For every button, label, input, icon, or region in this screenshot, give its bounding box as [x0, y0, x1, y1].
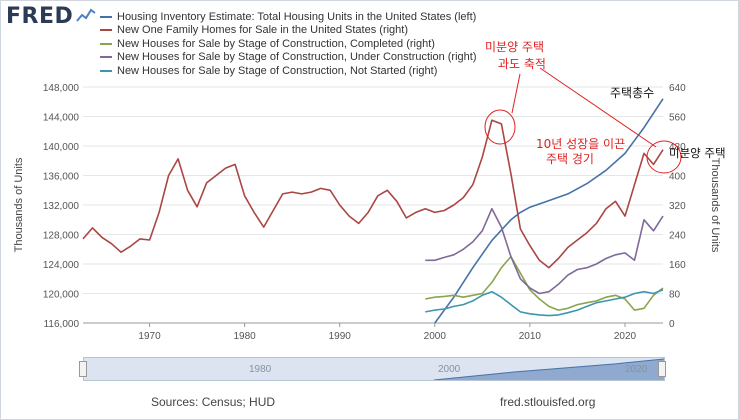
x-tick-label: 2010: [519, 331, 542, 342]
x-tick-label: 1970: [138, 331, 161, 342]
annotations: 미분양 주택 과도 축적 주택총수 10년 성장을 이끈 주택 경기 미분양 주…: [484, 40, 726, 174]
right-tick-label: 80: [669, 290, 681, 301]
series-group: [82, 98, 664, 324]
series-line-4: [425, 289, 664, 317]
left-tick-label: 136,000: [43, 172, 80, 183]
legend-swatch: [100, 42, 112, 45]
x-tick-label: 2000: [424, 331, 447, 342]
left-tick-label: 144,000: [43, 113, 80, 124]
fred-logo[interactable]: FRED: [6, 4, 74, 29]
left-tick-label: 116,000: [44, 319, 80, 330]
right-tick-label: 400: [669, 172, 686, 183]
navigator-line: [433, 358, 664, 380]
navigator-label-2000: 2000: [438, 364, 461, 375]
legend-swatch: [100, 15, 112, 18]
left-tick-label: 140,000: [43, 142, 80, 153]
navigator-handle-left[interactable]: [79, 361, 87, 377]
legend-item-new-homes[interactable]: New One Family Homes for Sale in the Uni…: [100, 24, 477, 38]
left-axis-ticks: 116,000 120,000 124,000 128,000 132,000 136,0…: [43, 83, 80, 330]
annotation-right-label: 미분양 주택: [669, 146, 726, 160]
left-tick-label: 120,000: [43, 290, 80, 301]
left-tick-label: 148,000: [43, 83, 80, 94]
legend-label: New Houses for Sale by Stage of Construc…: [117, 37, 435, 50]
legend-label: New Houses for Sale by Stage of Construc…: [117, 64, 438, 77]
legend-label: Housing Inventory Estimate: Total Housin…: [117, 10, 477, 23]
legend-item-total-units[interactable]: Housing Inventory Estimate: Total Housin…: [100, 10, 477, 24]
annotation-peak-line1: 미분양 주택: [485, 40, 544, 54]
source-site-link[interactable]: fred.stlouisfed.org: [500, 395, 596, 409]
chart-legend: Housing Inventory Estimate: Total Housin…: [100, 10, 477, 78]
navigator-label-2020: 2020: [625, 364, 648, 375]
left-axis-label: Thousands of Units: [13, 157, 25, 252]
legend-swatch: [100, 29, 112, 32]
right-tick-label: 640: [669, 83, 686, 94]
series-line-1: [82, 119, 664, 269]
x-tick-label: 1980: [234, 331, 257, 342]
x-tick-label: 1990: [329, 331, 352, 342]
annotation-mid-line1: 10년 성장을 이끈: [536, 137, 625, 151]
left-tick-label: 132,000: [43, 201, 80, 212]
series-line-2: [425, 255, 664, 311]
navigator-label-1980: 1980: [249, 364, 272, 375]
right-tick-label: 320: [669, 201, 686, 212]
legend-swatch: [100, 69, 112, 72]
time-navigator[interactable]: 1980 2000 2020: [83, 357, 665, 381]
legend-item-completed[interactable]: New Houses for Sale by Stage of Construc…: [100, 37, 477, 51]
annotation-right-circle: [646, 140, 682, 174]
right-tick-label: 160: [669, 260, 686, 271]
right-tick-label: 240: [669, 231, 686, 242]
navigator-sparkline: [433, 358, 664, 380]
annotation-mid-line2: 주택 경기: [546, 152, 594, 166]
annotation-total-units: 주택총수: [610, 86, 654, 100]
source-note: Sources: Census; HUD: [151, 395, 276, 409]
right-tick-label: 560: [669, 113, 686, 124]
annotation-line-peak: [511, 73, 521, 114]
annotation-line-right: [539, 67, 657, 148]
legend-item-under-construction[interactable]: New Houses for Sale by Stage of Construc…: [100, 51, 477, 65]
x-tick-label: 2020: [614, 331, 637, 342]
x-axis-ticks: 1970 1980 1990 2000 2010 2020: [83, 322, 663, 342]
right-tick-label: 0: [669, 319, 675, 330]
right-axis-label: Thousands of Units: [709, 158, 721, 253]
series-line-0: [434, 98, 664, 324]
trend-line-icon: [76, 8, 96, 22]
left-tick-label: 128,000: [43, 231, 80, 242]
annotation-peak-line2: 과도 축적: [498, 57, 546, 71]
annotation-peak-circle: [484, 109, 516, 145]
legend-label: New Houses for Sale by Stage of Construc…: [117, 51, 477, 64]
legend-swatch: [100, 56, 112, 59]
legend-item-not-started[interactable]: New Houses for Sale by Stage of Construc…: [100, 64, 477, 78]
navigator-handle-right[interactable]: [658, 361, 666, 377]
left-tick-label: 124,000: [43, 260, 80, 271]
legend-label: New One Family Homes for Sale in the Uni…: [117, 24, 409, 37]
series-line-3: [425, 207, 664, 295]
